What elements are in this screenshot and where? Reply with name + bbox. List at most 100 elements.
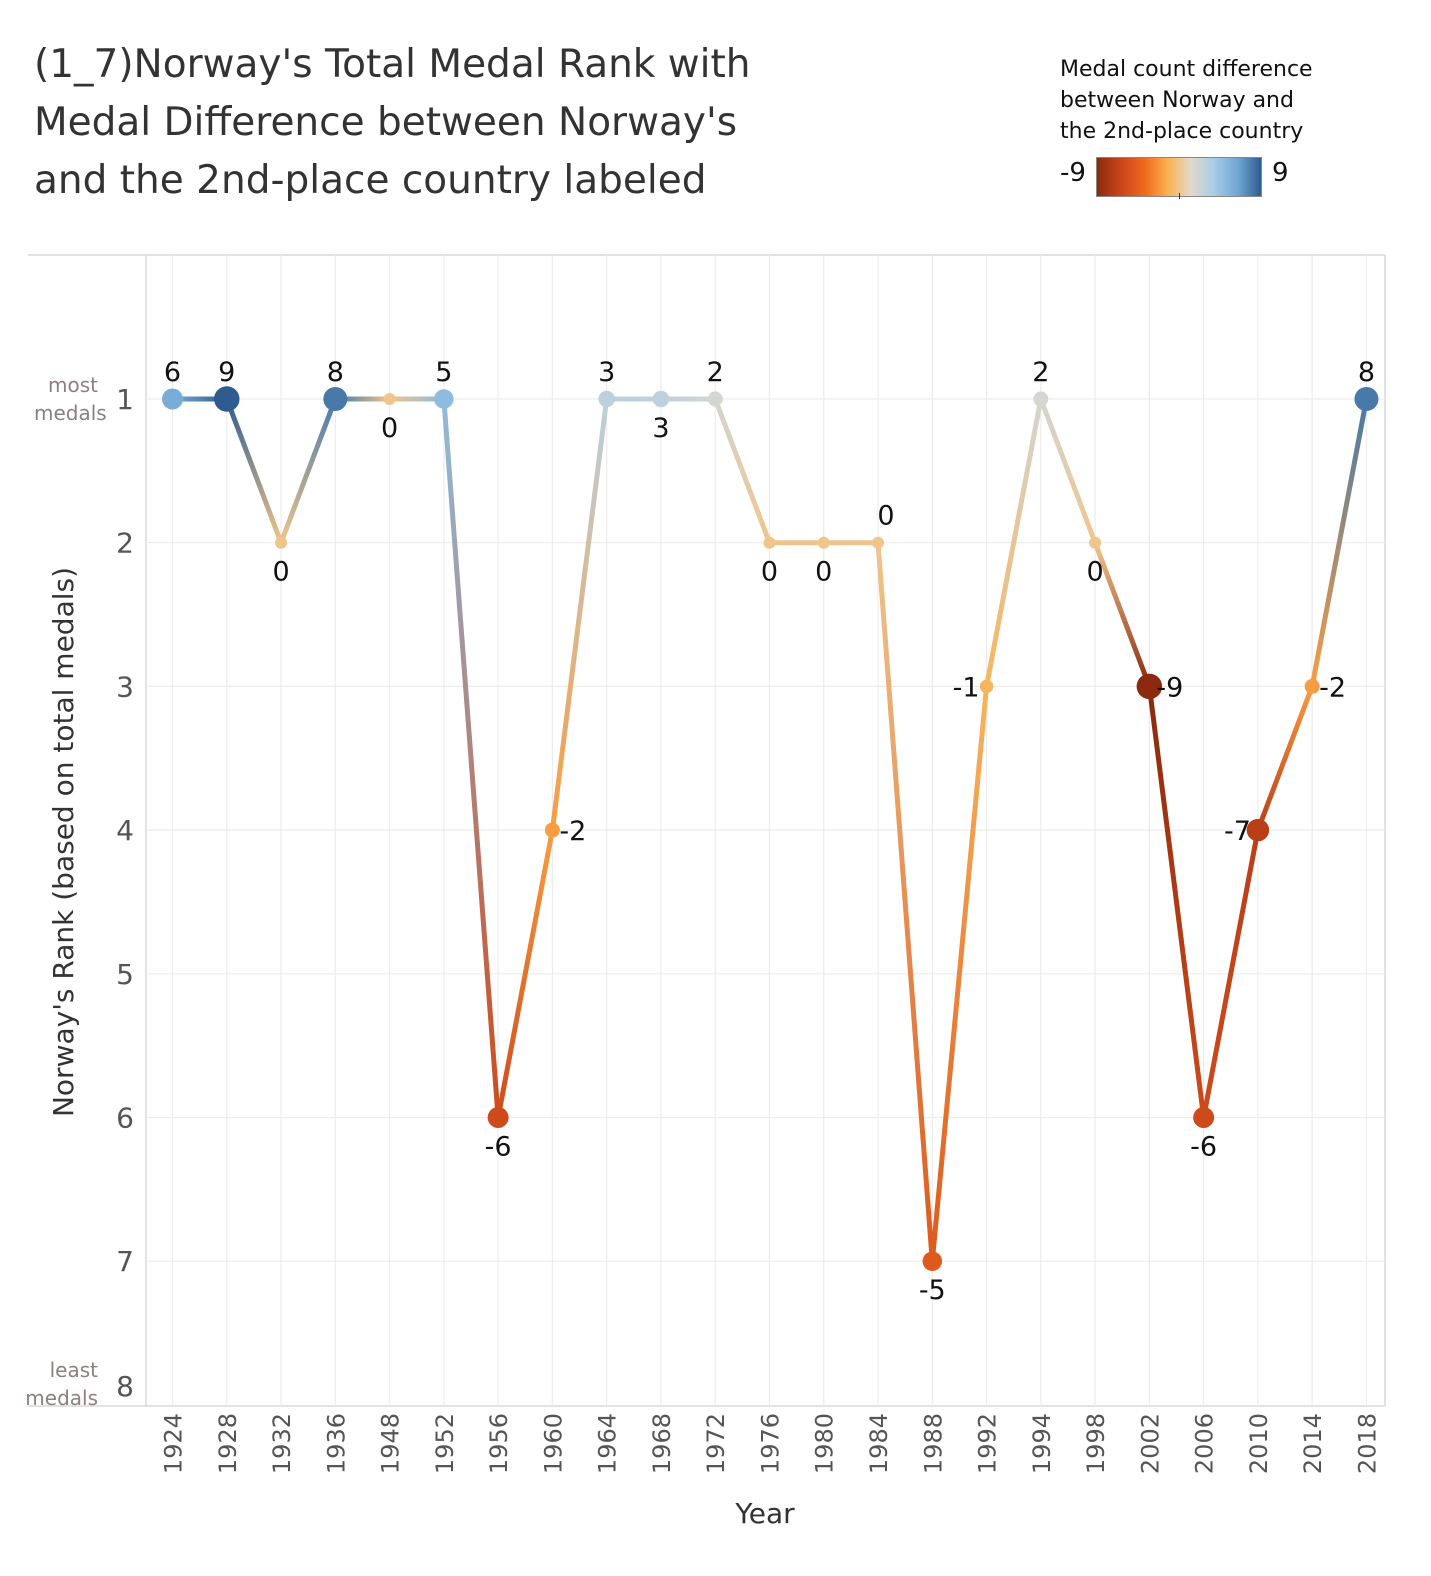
y-annotation-top-line: most	[48, 373, 98, 397]
line-segment	[1309, 396, 1369, 689]
data-label: 2	[1032, 357, 1049, 388]
data-point	[1193, 1107, 1215, 1128]
y-tick-label: 5	[116, 958, 134, 991]
data-point	[383, 393, 396, 405]
data-label: 8	[327, 357, 344, 388]
data-label: 0	[1086, 557, 1103, 588]
data-point	[1246, 818, 1270, 842]
data-point	[763, 536, 776, 549]
line-segment	[984, 396, 1044, 689]
y-annotation-top-line: medals	[34, 401, 107, 425]
x-tick-label: 1976	[756, 1413, 784, 1474]
line-segment	[1038, 396, 1098, 546]
data-label: 0	[877, 501, 894, 532]
x-tick-label: 1960	[539, 1413, 567, 1474]
x-tick-label: 1998	[1082, 1413, 1110, 1474]
data-point	[323, 387, 348, 411]
data-label: 0	[761, 557, 778, 588]
chart-title-line: (1_7)Norway's Total Medal Rank with	[34, 42, 751, 87]
data-point	[544, 822, 560, 838]
data-label: 6	[164, 357, 181, 388]
y-tick-label: 2	[116, 527, 134, 560]
x-tick-label: 1984	[865, 1413, 893, 1474]
x-tick-label: 2002	[1136, 1413, 1164, 1474]
x-tick-label: 1994	[1028, 1413, 1056, 1474]
line-segment	[495, 827, 555, 1120]
legend-zero-tick	[1179, 193, 1180, 199]
line-segment	[549, 396, 610, 833]
data-point	[487, 1107, 509, 1128]
data-label: 3	[598, 357, 615, 388]
x-tick-label: 2010	[1245, 1413, 1273, 1474]
y-tick-label: 6	[116, 1102, 134, 1135]
x-tick-label: 1964	[594, 1413, 622, 1474]
y-annotation-bottom: least medals	[24, 1356, 98, 1412]
line-segment	[1201, 827, 1261, 1120]
x-tick-label: 1980	[811, 1413, 839, 1474]
chart-title: (1_7)Norway's Total Medal Rank with Meda…	[34, 36, 751, 210]
data-point	[598, 390, 615, 408]
y-tick-label: 4	[116, 814, 134, 847]
data-point	[979, 679, 994, 694]
x-tick-label: 2006	[1191, 1413, 1219, 1474]
line-segment	[441, 396, 501, 1120]
data-label: 8	[1358, 357, 1375, 388]
y-axis-title: Norway's Rank (based on total medals)	[47, 567, 80, 1117]
y-tick-label: 8	[116, 1370, 134, 1403]
legend-title-line: the 2nd-place country	[1060, 119, 1304, 144]
line-segment	[929, 683, 990, 1264]
line-segment	[1255, 683, 1315, 833]
data-label: -7	[1224, 816, 1251, 847]
data-label: -6	[485, 1132, 512, 1163]
y-annotation-top: most medals	[34, 371, 107, 427]
data-label: 5	[435, 357, 452, 388]
legend-min-label: -9	[1060, 158, 1086, 188]
data-label: -2	[559, 816, 586, 847]
y-annotation-bottom-line: medals	[25, 1386, 98, 1410]
data-point	[652, 390, 670, 408]
data-point	[922, 1251, 943, 1271]
data-label: -6	[1190, 1132, 1217, 1163]
data-label: 0	[815, 557, 832, 588]
data-point	[817, 536, 830, 549]
data-label: 0	[381, 413, 398, 444]
chart-title-line: Medal Difference between Norway's	[34, 100, 738, 145]
line-segment	[1146, 683, 1207, 1120]
x-tick-label: 1968	[648, 1413, 676, 1474]
data-label: -1	[953, 672, 980, 703]
x-tick-label: 1956	[485, 1413, 513, 1474]
x-axis-title: Year	[734, 1497, 795, 1530]
data-point	[214, 386, 240, 412]
data-label: 3	[652, 413, 669, 444]
y-tick-label: 7	[116, 1245, 134, 1278]
data-point	[275, 536, 288, 549]
data-point	[162, 388, 183, 410]
data-point	[1304, 678, 1320, 694]
line-segment	[712, 396, 772, 546]
data-point	[872, 536, 885, 549]
data-point	[1033, 391, 1049, 407]
x-tick-label: 1924	[160, 1413, 188, 1474]
x-tick-label: 1932	[268, 1413, 296, 1474]
data-point	[707, 391, 723, 407]
legend-title: Medal count difference between Norway an…	[1060, 54, 1313, 147]
data-point	[1354, 387, 1379, 411]
x-tick-label: 1928	[214, 1413, 242, 1474]
x-tick-label: 1948	[377, 1413, 405, 1474]
data-label: -9	[1156, 672, 1183, 703]
x-tick-label: 1972	[702, 1413, 730, 1474]
data-label: 2	[707, 357, 724, 388]
x-tick-label: 1952	[431, 1413, 459, 1474]
line-segment	[1092, 540, 1152, 689]
y-tick-label: 3	[116, 670, 134, 703]
legend-title-line: Medal count difference	[1060, 57, 1313, 82]
x-tick-label: 1988	[919, 1413, 947, 1474]
data-label: 0	[272, 557, 289, 588]
x-tick-label: 1936	[322, 1413, 350, 1474]
chart-title-line: and the 2nd-place country labeled	[34, 158, 707, 203]
x-tick-label: 1992	[974, 1413, 1002, 1474]
data-point	[434, 389, 454, 409]
data-point	[1089, 536, 1102, 549]
y-tick-label: 1	[116, 383, 134, 416]
y-annotation-bottom-line: least	[49, 1358, 98, 1382]
